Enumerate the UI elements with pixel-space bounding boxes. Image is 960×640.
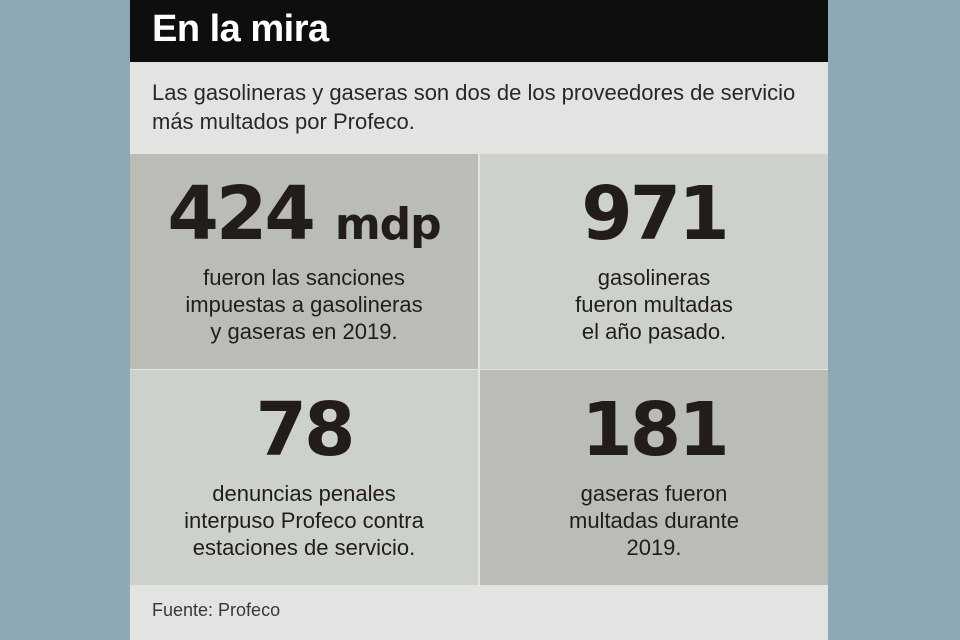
stat-gas-stations: 971 gasolineras fueron multadas el año p… [480, 154, 828, 369]
stat-criminal-complaints: 78 denuncias penales interpuso Profeco c… [130, 370, 478, 585]
stat-sanctions: 424 mdp fueron las sanciones impuestas a … [130, 154, 478, 369]
stat-description: fueron las sanciones impuestas a gasolin… [185, 265, 423, 344]
header-bar: En la mira [130, 0, 828, 62]
intro-text: Las gasolineras y gaseras son dos de los… [152, 80, 796, 134]
stats-grid: 424 mdp fueron las sanciones impuestas a … [130, 154, 828, 585]
stat-number: 971 [581, 171, 729, 257]
stat-unit: mdp [334, 199, 442, 250]
stat-value: 181 [480, 388, 828, 472]
stat-description: gasolineras fueron multadas el año pasad… [575, 265, 733, 344]
stat-number: 424 [167, 171, 315, 257]
stat-value: 78 [130, 388, 478, 472]
page-title: En la mira [152, 8, 329, 50]
infographic-card: En la mira Las gasolineras y gaseras son… [130, 0, 828, 640]
stat-gas-distributors: 181 gaseras fueron multadas durante 2019… [480, 370, 828, 585]
stat-description: gaseras fueron multadas durante 2019. [569, 481, 739, 560]
stat-value: 424 mdp [130, 172, 478, 267]
source-note: Fuente: Profeco [152, 600, 281, 620]
stat-value: 971 [480, 172, 828, 256]
stat-number: 181 [581, 387, 729, 473]
stat-number: 78 [255, 387, 356, 473]
stat-description: denuncias penales interpuso Profeco cont… [184, 481, 424, 560]
